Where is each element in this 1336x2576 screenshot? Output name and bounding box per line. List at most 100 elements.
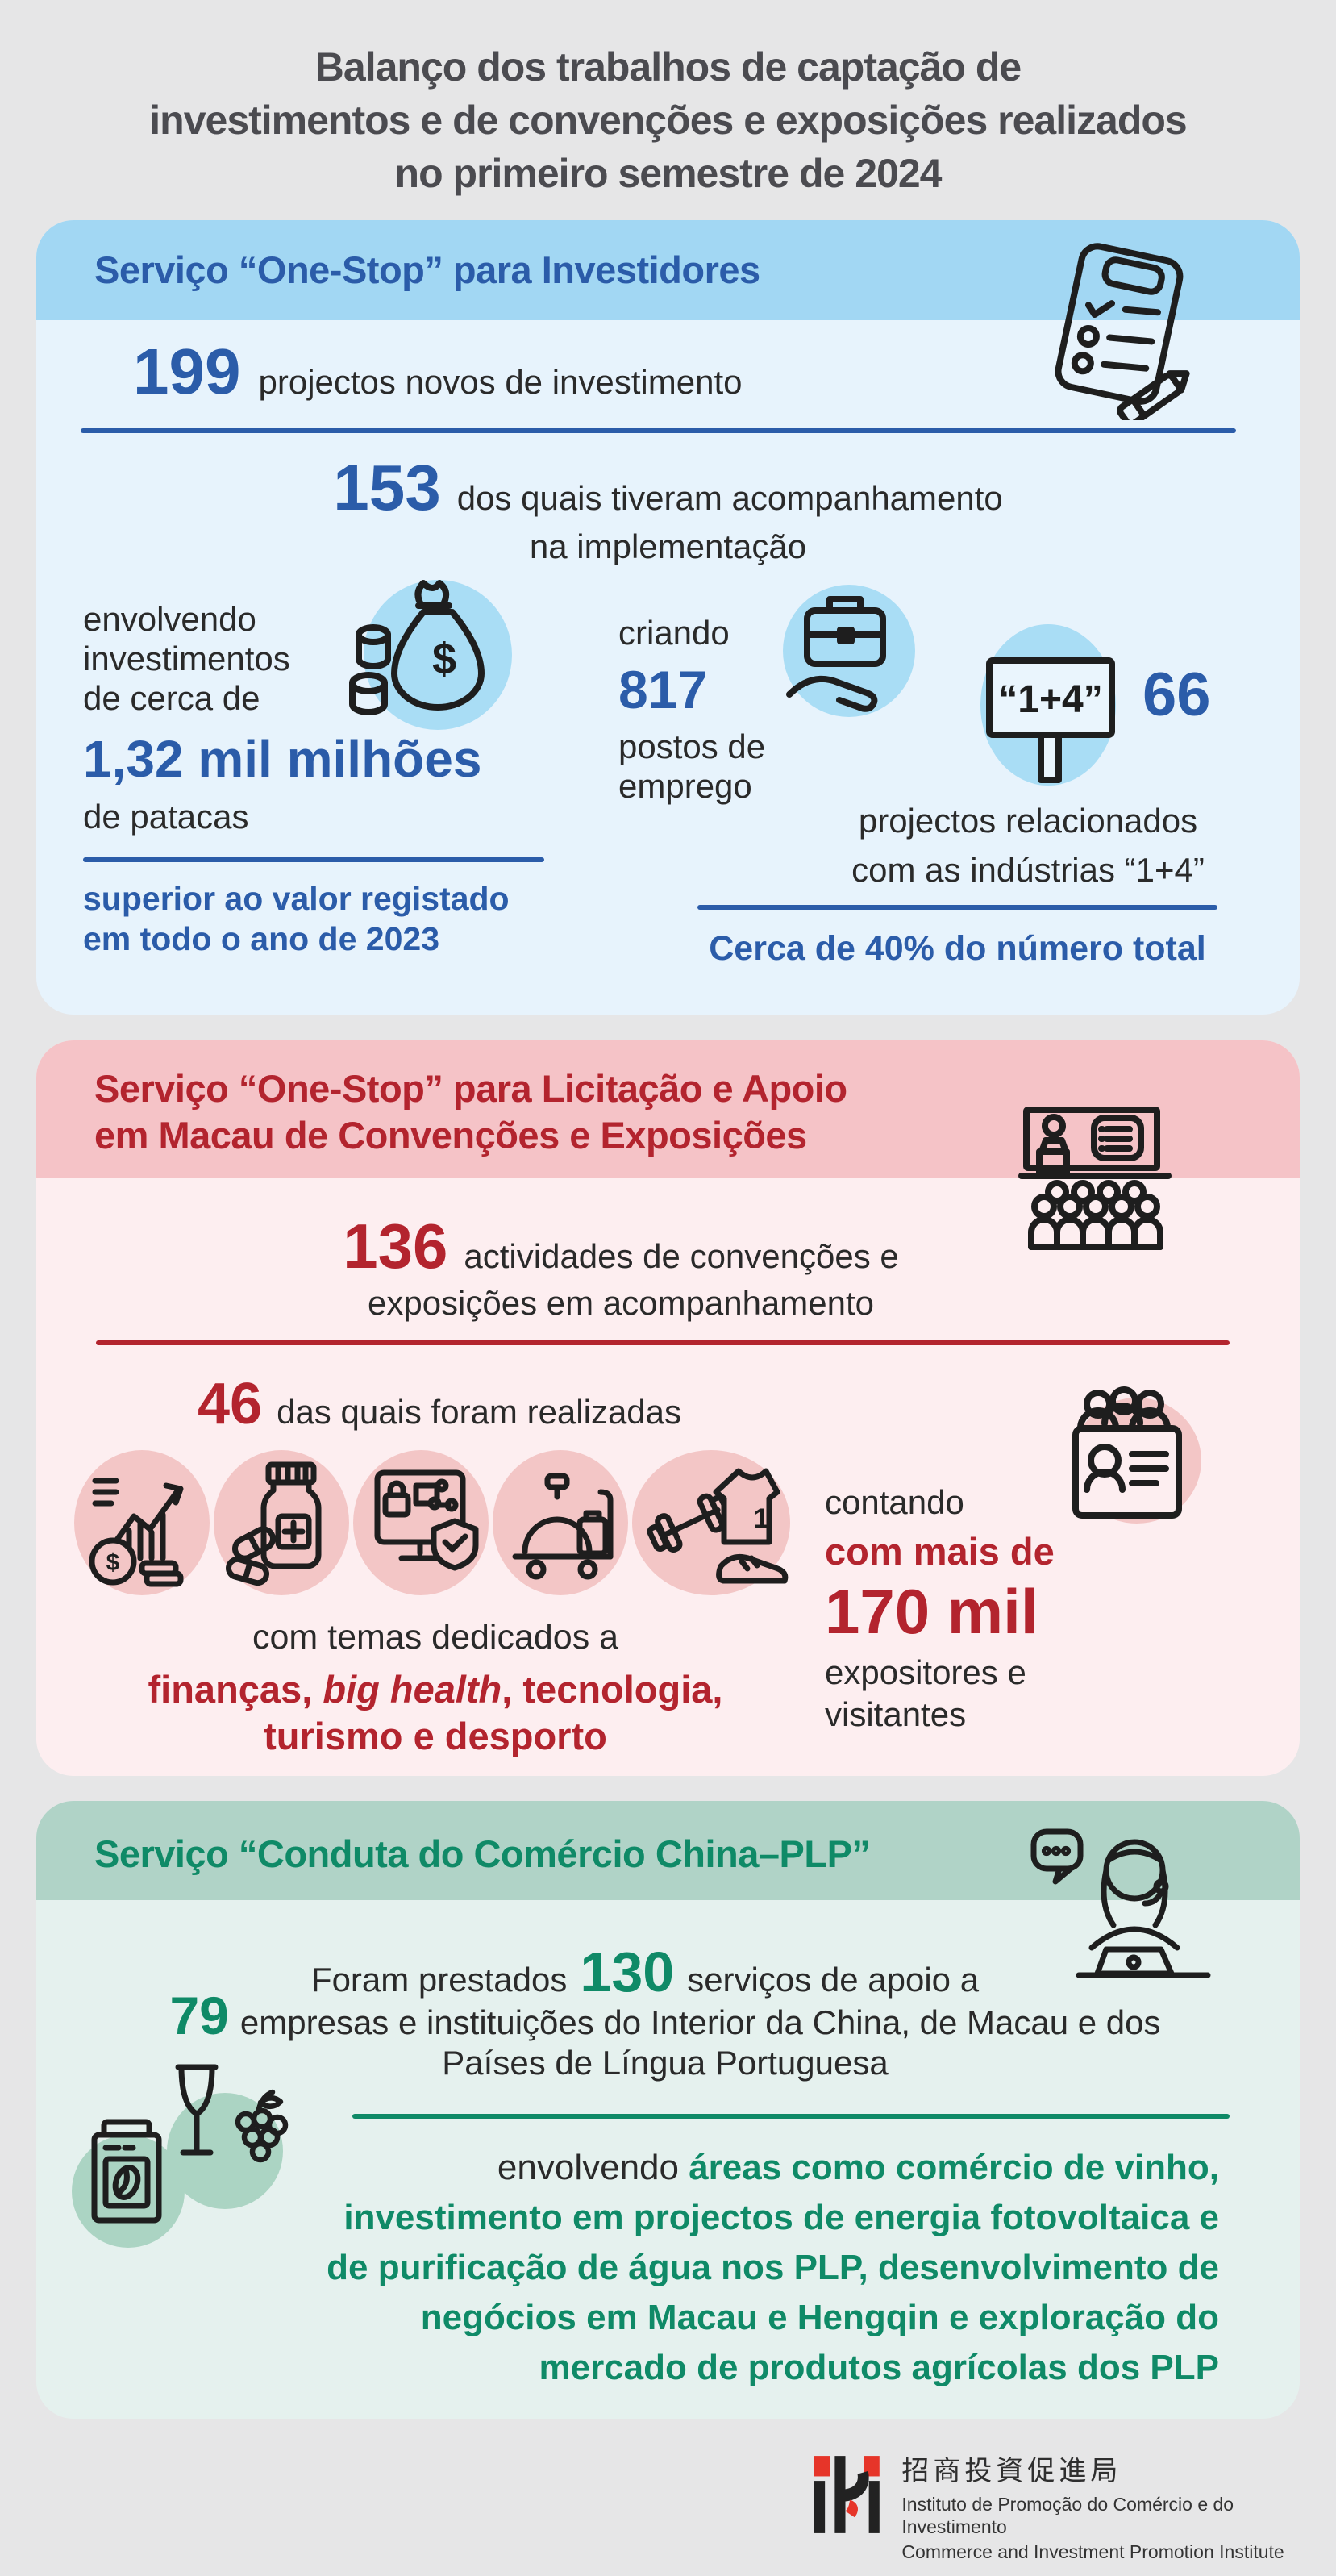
- ipim-logo: [814, 2456, 880, 2533]
- attendance-stat: contando com mais de 170 mil expositores…: [825, 1482, 1055, 1736]
- industries-labels: projectos relacionados com as indústrias…: [834, 796, 1222, 894]
- presentation-audience-icon: [1018, 1107, 1172, 1250]
- conventions-title-line1: Serviço “One-Stop” para Licitação e Apoi…: [94, 1067, 847, 1110]
- sport-icon: 1: [632, 1450, 790, 1595]
- investment-lead-line2: investimentos: [83, 640, 290, 677]
- held-label: das quais foram realizadas: [277, 1393, 682, 1431]
- services-post: serviços de apoio a: [687, 1961, 980, 1999]
- themes-part3: , tecnologia,: [502, 1668, 723, 1711]
- investment-amount-block: envolvendo investimentos de cerca de 1,3…: [83, 599, 544, 959]
- tourism-icon: [493, 1450, 628, 1595]
- followed-projects-stat: 153 dos quais tiveram acompanhamento na …: [36, 451, 1300, 567]
- theme-icons-row: $: [73, 1444, 792, 1597]
- wine-glass-icon: [175, 2064, 219, 2156]
- attendance-bold: com mais de: [825, 1530, 1055, 1573]
- companies-label: empresas e instituições do Interior da C…: [239, 2003, 1161, 2041]
- one-plus-four-sign-icon: “1+4”: [980, 624, 1116, 786]
- themes-line1: finanças, big health, tecnologia,: [36, 1667, 834, 1712]
- areas-line1: envolvendo áreas como comércio de vinho,: [268, 2143, 1219, 2193]
- areas-line5: mercado de produtos agrícolas dos PLP: [539, 2348, 1219, 2387]
- money-bag-icon: $: [349, 580, 512, 730]
- followed-number: 153: [333, 452, 441, 523]
- checklist-icon: [1055, 243, 1190, 420]
- dollar-symbol: $: [432, 635, 456, 683]
- themes-intro: com temas dedicados a: [252, 1618, 619, 1657]
- themes-text-block: com temas dedicados a finanças, big heal…: [36, 1617, 834, 1759]
- card-chinaplp: Serviço “Conduta do Comércio China–PLP” …: [36, 1801, 1300, 2419]
- jobs-label-line2: emprego: [618, 767, 752, 805]
- coffee-bag-icon: [91, 2119, 162, 2224]
- investment-note-line2: em todo o ano de 2023: [83, 920, 439, 957]
- companies-number: 79: [169, 1986, 229, 2045]
- investors-header-band: Serviço “One-Stop” para Investidores: [36, 220, 1300, 320]
- technology-icon: [353, 1450, 489, 1595]
- areas-line1-green: áreas como comércio de vinho,: [689, 2148, 1219, 2187]
- held-activities-stat: 46 das quais foram realizadas: [198, 1371, 681, 1438]
- services-stat: Foram prestados 130 serviços de apoio a: [36, 1940, 1254, 2004]
- new-projects-number: 199: [133, 336, 241, 407]
- divider: [81, 428, 1236, 433]
- chinaplp-title: Serviço “Conduta do Comércio China–PLP”: [94, 1832, 871, 1875]
- card-conventions: Serviço “One-Stop” para Licitação e Apoi…: [36, 1040, 1300, 1776]
- areas-line3: de purificação de água nos PLP, desenvol…: [327, 2248, 1219, 2287]
- themes-line2: turismo e desporto: [264, 1715, 607, 1757]
- investment-lead-line1: envolvendo: [83, 600, 256, 638]
- jobs-number: 817: [618, 660, 708, 719]
- investment-note-line1: superior ao valor registado: [83, 880, 510, 917]
- investment-amount: 1,32 mil milhões: [83, 730, 482, 788]
- footer-name-portuguese: Instituto de Promoção do Comércio e do I…: [901, 2494, 1234, 2537]
- footer-name-english: Commerce and Investment Promotion Instit…: [901, 2541, 1284, 2562]
- hand-briefcase-icon: [783, 585, 915, 717]
- attendance-label-line1: expositores e: [825, 1653, 1026, 1691]
- followed-label-line1: dos quais tiveram acompanhamento: [456, 479, 1003, 517]
- areas-lead: envolvendo: [497, 2148, 689, 2187]
- divider: [352, 2114, 1230, 2119]
- investment-lead-line3: de cerca de: [83, 679, 260, 717]
- card-investors: Serviço “One-Stop” para Investidores 199…: [36, 220, 1300, 1015]
- finance-dollar-symbol: $: [106, 1549, 120, 1576]
- jobs-label-line1: postos de: [618, 727, 766, 765]
- themes-part1: finanças,: [148, 1668, 323, 1711]
- jobs-stat: criando 817 postos de emprego: [618, 613, 765, 806]
- page-title-line1: Balanço dos trabalhos de captação de: [314, 44, 1022, 90]
- tracked-label-line2: exposições em acompanhamento: [367, 1284, 875, 1322]
- health-icon: [214, 1450, 349, 1595]
- tracked-number: 136: [343, 1211, 448, 1282]
- companies-label-line3: Países de Língua Portuguesa: [442, 2044, 889, 2082]
- footer: 招商投資促進局 Instituto de Promoção do Comérci…: [814, 2455, 1336, 2563]
- support-agent-icon: [1030, 1828, 1211, 1978]
- new-projects-label: projectos novos de investimento: [258, 363, 743, 401]
- industries-note: Cerca de 40% do número total: [709, 929, 1206, 968]
- areas-paragraph: envolvendo áreas como comércio de vinho,…: [268, 2143, 1219, 2393]
- divider: [83, 857, 544, 862]
- attendance-number: 170 mil: [825, 1576, 1038, 1647]
- plp-products-icons: [72, 2064, 289, 2248]
- industries-number: 66: [1142, 661, 1211, 729]
- footer-name-chinese: 招商投資促進局: [901, 2456, 1122, 2486]
- new-projects-stat: 199 projectos novos de investimento: [133, 335, 742, 409]
- divider: [697, 905, 1217, 910]
- jersey-number: 1: [754, 1503, 769, 1534]
- industries-label-line1: projectos relacionados: [858, 802, 1198, 840]
- page-title-line3: no primeiro semestre de 2024: [394, 151, 943, 196]
- page-title-line2: investimentos e de convenções e exposiçõ…: [149, 98, 1187, 143]
- services-pre: Foram prestados: [310, 1961, 568, 1999]
- tracked-activities-stat: 136 actividades de convenções e exposiçõ…: [36, 1210, 1205, 1324]
- services-number: 130: [580, 1940, 675, 2003]
- followed-label-line2: na implementação: [529, 527, 807, 565]
- conventions-title: Serviço “One-Stop” para Licitação e Apoi…: [94, 1065, 847, 1159]
- investment-unit: de patacas: [83, 798, 249, 836]
- page-title: Balanço dos trabalhos de captação de inv…: [0, 40, 1336, 200]
- attendance-lead: contando: [825, 1483, 964, 1521]
- grapes-icon: [235, 2089, 289, 2163]
- chinaplp-header-band: Serviço “Conduta do Comércio China–PLP”: [36, 1801, 1300, 1900]
- areas-line2: investimento em projectos de energia fot…: [343, 2198, 1219, 2237]
- areas-line4: negócios em Macau e Hengqin e exploração…: [420, 2298, 1219, 2337]
- companies-stat: 79 empresas e instituições do Interior d…: [36, 1985, 1294, 2046]
- themes-part2-italic: big health: [323, 1668, 502, 1711]
- industries-label-line2: com as indústrias “1+4”: [851, 851, 1205, 889]
- conventions-title-line2: em Macau de Convenções e Exposições: [94, 1114, 807, 1157]
- footer-text: 招商投資促進局 Instituto de Promoção do Comérci…: [901, 2455, 1336, 2563]
- finance-icon: $: [74, 1450, 210, 1595]
